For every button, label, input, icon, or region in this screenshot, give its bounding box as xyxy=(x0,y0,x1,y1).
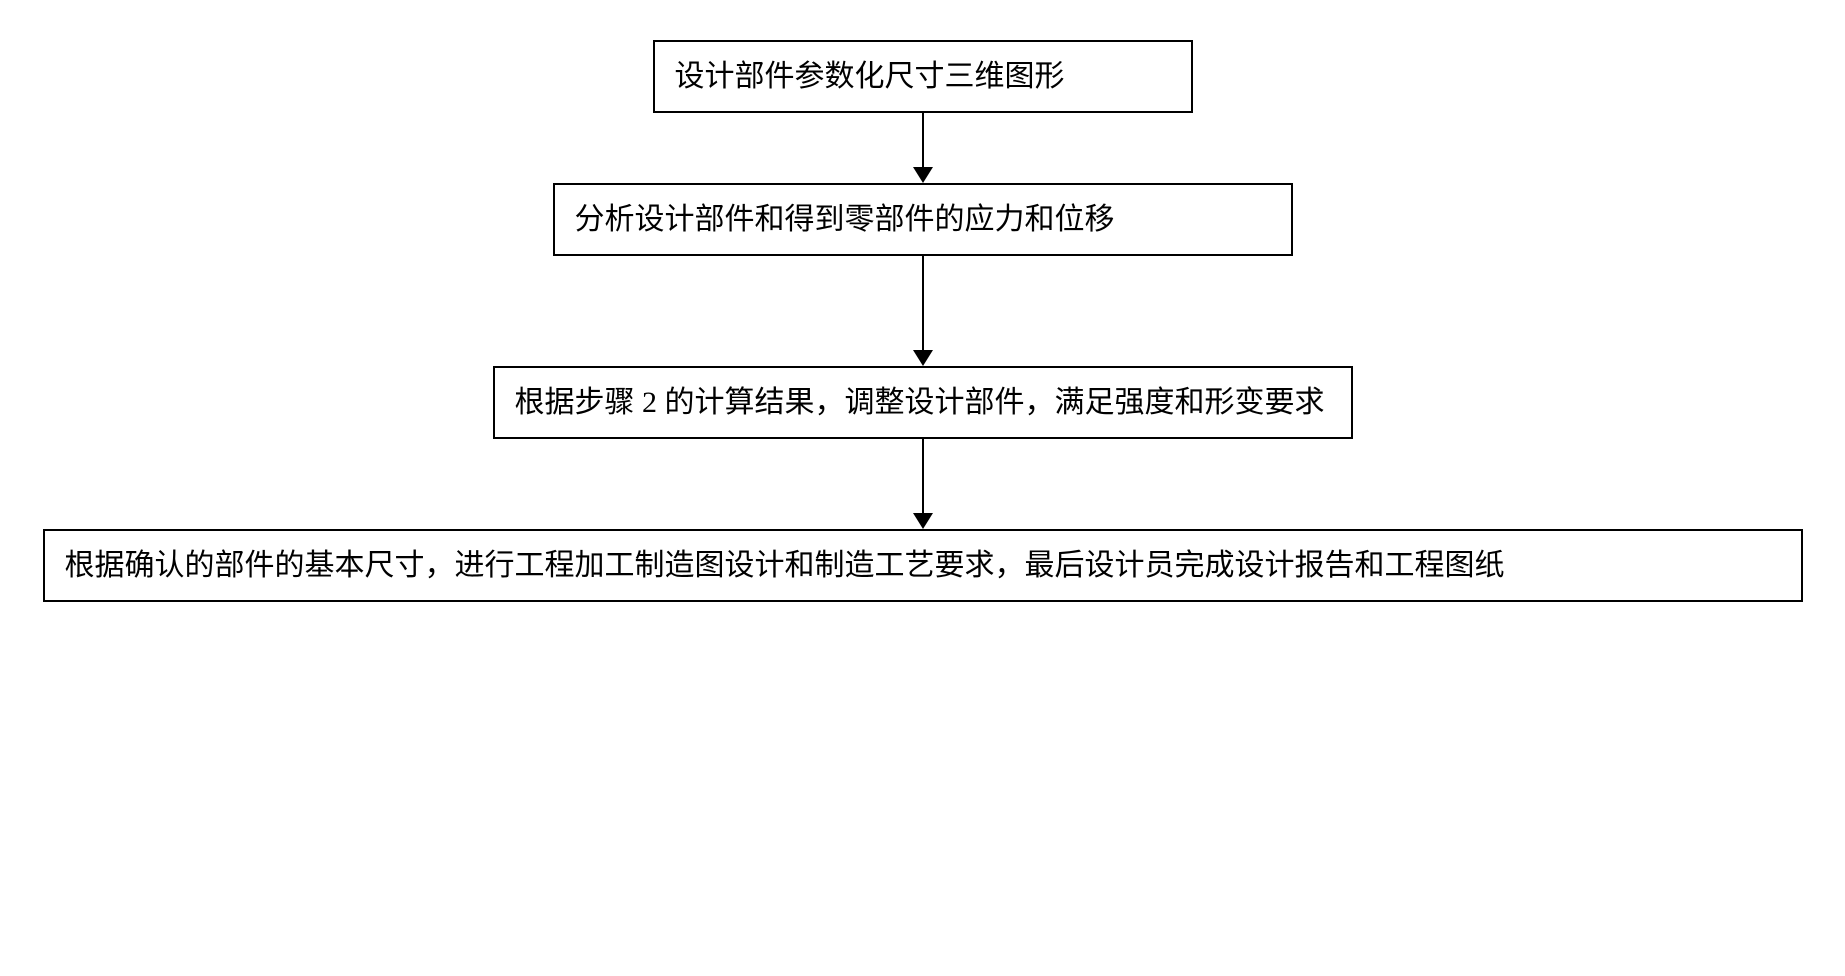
flowchart-arrow-1 xyxy=(913,113,933,183)
arrow-line xyxy=(922,113,924,167)
arrow-line xyxy=(922,439,924,513)
node-text: 根据步骤 2 的计算结果，调整设计部件，满足强度和形变要求 xyxy=(515,386,1325,419)
flowchart-container: 设计部件参数化尺寸三维图形 分析设计部件和得到零部件的应力和位移 根据步骤 2 … xyxy=(33,40,1813,602)
flowchart-node-step4: 根据确认的部件的基本尺寸，进行工程加工制造图设计和制造工艺要求，最后设计员完成设… xyxy=(43,529,1803,602)
node-text: 根据确认的部件的基本尺寸，进行工程加工制造图设计和制造工艺要求，最后设计员完成设… xyxy=(65,549,1505,582)
arrow-head-icon xyxy=(913,167,933,183)
arrow-line xyxy=(922,256,924,350)
node-text: 分析设计部件和得到零部件的应力和位移 xyxy=(575,203,1115,236)
flowchart-arrow-2 xyxy=(913,256,933,366)
flowchart-arrow-3 xyxy=(913,439,933,529)
flowchart-node-step2: 分析设计部件和得到零部件的应力和位移 xyxy=(553,183,1293,256)
flowchart-node-step3: 根据步骤 2 的计算结果，调整设计部件，满足强度和形变要求 xyxy=(493,366,1353,439)
arrow-head-icon xyxy=(913,513,933,529)
flowchart-node-step1: 设计部件参数化尺寸三维图形 xyxy=(653,40,1193,113)
arrow-head-icon xyxy=(913,350,933,366)
node-text: 设计部件参数化尺寸三维图形 xyxy=(675,60,1065,93)
